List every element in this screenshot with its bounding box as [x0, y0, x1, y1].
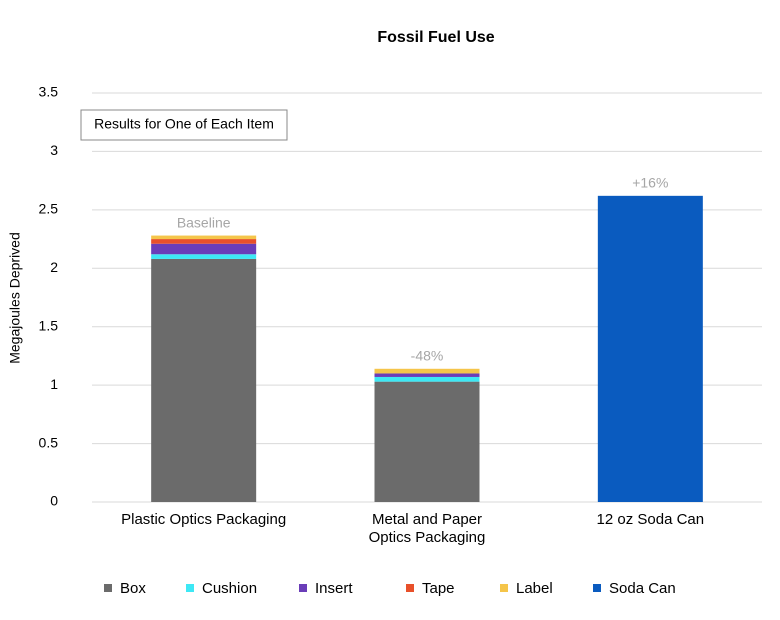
- legend-swatch: [406, 584, 414, 592]
- legend-label: Label: [516, 580, 553, 597]
- y-tick-label: 0: [50, 493, 58, 509]
- x-tick-label: Metal and Paper Optics Packaging: [368, 511, 486, 546]
- bar-segment: [374, 376, 480, 382]
- note: Results for One of Each Item: [94, 116, 274, 132]
- note-box: [80, 109, 288, 141]
- legend-swatch: [104, 584, 112, 592]
- legend-label: Box: [120, 580, 146, 597]
- legend-swatch: [186, 584, 194, 592]
- x-tick-label: 12 oz Soda Can: [596, 511, 705, 528]
- y-tick-label: 2: [50, 259, 58, 275]
- bar-segment: [597, 195, 703, 502]
- x-tick-label: Plastic Optics Packaging: [121, 511, 287, 528]
- legend-label: Soda Can: [609, 580, 676, 597]
- bar-segment: [374, 373, 480, 377]
- y-tick-label: 3: [50, 142, 58, 158]
- chart-title: Fossil Fuel Use: [377, 29, 494, 46]
- legend-label: Cushion: [202, 580, 257, 597]
- bar-segment: [151, 239, 257, 244]
- y-tick-label: 0.5: [39, 434, 59, 450]
- legend-swatch: [593, 584, 601, 592]
- annotation: Baseline: [177, 214, 231, 230]
- bar-segment: [374, 381, 480, 502]
- bar-segment: [151, 258, 257, 502]
- annotation: -48%: [411, 347, 444, 363]
- bar-segment: [151, 235, 257, 240]
- bar-segment: [374, 368, 480, 374]
- legend-label: Insert: [315, 580, 353, 597]
- bar-segment: [151, 254, 257, 259]
- legend-label: Tape: [422, 580, 455, 597]
- legend-swatch: [299, 584, 307, 592]
- y-tick-label: 1.5: [39, 317, 59, 333]
- y-tick-label: 3.5: [39, 84, 59, 100]
- y-tick-label: 1: [50, 376, 58, 392]
- y-axis-label: Megajoules Deprived: [7, 232, 23, 364]
- annotation: +16%: [632, 175, 668, 191]
- bar-segment: [151, 243, 257, 255]
- y-tick-label: 2.5: [39, 201, 59, 217]
- legend-swatch: [500, 584, 508, 592]
